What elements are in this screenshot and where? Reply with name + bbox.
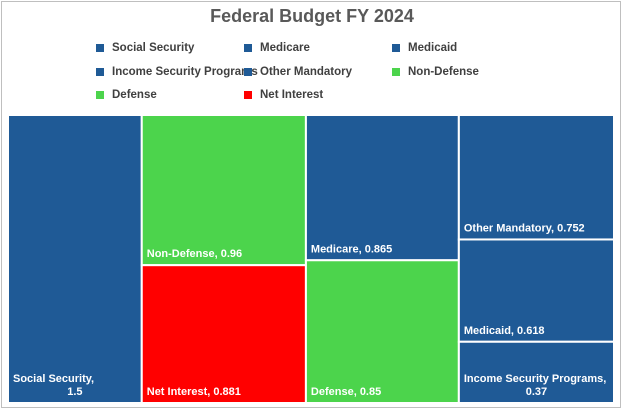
legend-item-medicaid: Medicaid [392, 40, 457, 56]
data-label: Net Interest, 0.881 [147, 386, 241, 398]
legend-swatch [244, 68, 252, 76]
treemap-tile-income-security-programs [457, 340, 615, 404]
legend-swatch [392, 44, 400, 52]
legend-item-medicare: Medicare [244, 40, 310, 56]
legend-item-net-interest: Net Interest [244, 87, 323, 103]
treemap-tile-social-security [7, 114, 143, 404]
legend-swatch [244, 44, 252, 52]
data-label: Social Security, 1.5 [13, 373, 94, 398]
treemap-tile-defense [304, 259, 460, 404]
legend-swatch [96, 68, 104, 76]
legend-label: Net Interest [260, 89, 324, 101]
legend-swatch [392, 68, 400, 76]
chart-title: Federal Budget FY 2024 [210, 6, 414, 26]
legend-label: Medicaid [408, 42, 458, 54]
legend-label: Non-Defense [408, 66, 479, 78]
data-label: Medicare, 0.865 [311, 243, 392, 255]
legend-label: Social Security [112, 42, 195, 54]
treemap-tile-medicare [304, 114, 460, 262]
legend-label: Other Mandatory [260, 66, 353, 78]
data-label: Medicaid, 0.618 [464, 325, 545, 337]
data-label: Defense, 0.85 [311, 386, 381, 398]
legend-swatch [96, 44, 104, 52]
data-label: Income Security Programs, 0.37 [464, 373, 606, 398]
legend-label: Income Security Programs [112, 66, 258, 78]
treemap-tile-non-defense [140, 114, 307, 267]
data-label: Other Mandatory, 0.752 [464, 222, 585, 234]
treemap-tile-net-interest [140, 264, 307, 405]
treemap-tile-medicaid [457, 238, 615, 343]
legend-item-income-security-programs: Income Security Programs [96, 64, 258, 80]
data-label: Non-Defense, 0.96 [147, 248, 242, 260]
treemap-tile-other-mandatory [457, 114, 615, 241]
legend-label: Defense [112, 89, 157, 101]
legend-swatch [244, 91, 252, 99]
legend-item-defense: Defense [96, 87, 157, 103]
legend-item-non-defense: Non-Defense [392, 64, 479, 80]
legend-item-social-security: Social Security [96, 40, 194, 56]
legend-label: Medicare [260, 42, 310, 54]
legend-swatch [96, 91, 104, 99]
legend-item-other-mandatory: Other Mandatory [244, 64, 352, 80]
